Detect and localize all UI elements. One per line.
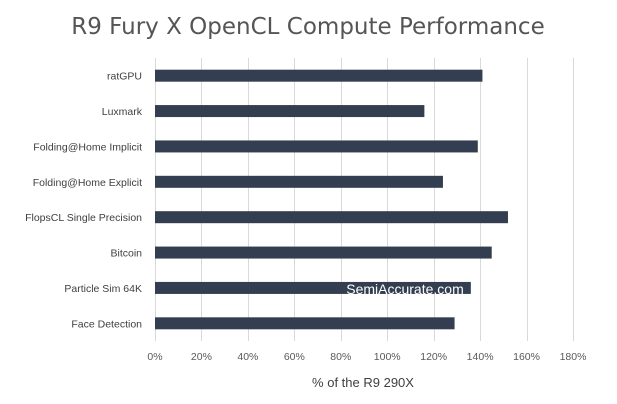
x-tick-label: 40% — [237, 351, 258, 363]
x-tick-label: 120% — [420, 351, 447, 363]
gridlines — [155, 58, 574, 341]
category-label: Folding@Home Explicit — [33, 177, 142, 189]
x-axis-title: % of the R9 290X — [312, 375, 414, 390]
bars — [155, 69, 508, 330]
category-label: Face Detection — [71, 318, 142, 330]
x-tick-label: 180% — [560, 351, 587, 363]
category-label: FlopsCL Single Precision — [25, 212, 142, 224]
category-label: Bitcoin — [110, 248, 142, 260]
chart-title: R9 Fury X OpenCL Compute Performance — [71, 14, 544, 40]
category-label: Folding@Home Implicit — [33, 141, 142, 153]
watermark: SemiAccurate.com — [346, 281, 463, 297]
category-label: Particle Sim 64K — [64, 283, 142, 295]
bar — [155, 140, 478, 153]
bar — [155, 105, 425, 118]
x-tick-label: 60% — [284, 351, 305, 363]
category-labels: ratGPU Luxmark Folding@Home Implicit Foldin… — [25, 71, 143, 331]
bar — [155, 175, 443, 188]
x-tick-label: 0% — [147, 351, 162, 363]
bar — [155, 246, 492, 259]
x-tick-label: 20% — [191, 351, 212, 363]
category-label: ratGPU — [107, 71, 142, 83]
bar — [155, 211, 508, 224]
x-tick-label: 160% — [513, 351, 540, 363]
x-tick-labels: 0% 20% 40% 60% 80% 100% 120% 140% 160% 180% — [147, 351, 586, 363]
bar — [155, 69, 483, 82]
x-tick-label: 80% — [330, 351, 351, 363]
x-tick-label: 140% — [467, 351, 494, 363]
bar — [155, 317, 455, 330]
x-tick-label: 100% — [374, 351, 401, 363]
category-label: Luxmark — [102, 106, 143, 118]
bar — [155, 281, 471, 294]
